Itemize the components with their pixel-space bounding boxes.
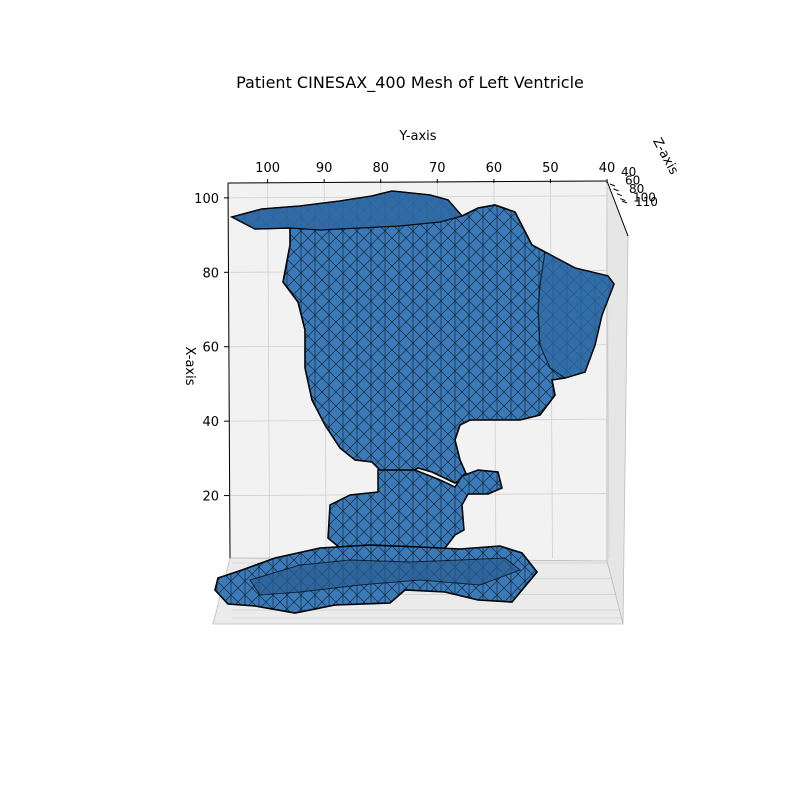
x-axis-label: X-axis — [182, 347, 197, 386]
x-tick-label: 60 — [202, 341, 219, 356]
y-tick-label: 90 — [316, 161, 333, 176]
mesh-right-lobe — [537, 251, 615, 379]
z-tick-mark — [616, 193, 623, 197]
axis-spines — [227, 180, 629, 559]
z-tick-label: 110 — [635, 195, 658, 209]
y-axis-label: Y-axis — [398, 129, 436, 144]
z-tick-mark — [621, 200, 628, 204]
mesh-base-ridge — [249, 557, 521, 596]
y-tick-label: 80 — [372, 161, 389, 176]
y-tick-label: 50 — [542, 161, 559, 176]
x-axis-ticks: 20 40 60 80 100 — [194, 192, 229, 505]
z-tick-label: 60 — [625, 174, 640, 188]
z-tick-mark — [620, 198, 626, 202]
x-tick-label: 20 — [202, 490, 219, 505]
z-tick-label: 100 — [633, 191, 656, 205]
ventricle-mesh — [214, 190, 615, 614]
y-tick-label: 40 — [599, 161, 616, 176]
z-tick-label: 80 — [629, 182, 644, 196]
mesh-neck — [327, 469, 503, 553]
mesh-top-rim — [230, 190, 464, 231]
y-axis-ticks: 100 90 80 70 60 50 40 — [255, 161, 615, 183]
y-tick-label: 60 — [486, 161, 503, 176]
y-tick-label: 100 — [255, 161, 280, 176]
x-tick-label: 40 — [202, 415, 219, 430]
side-pane — [606, 180, 629, 625]
y-axis-line — [227, 180, 608, 184]
chart-title: Patient CINESAX_400 Mesh of Left Ventric… — [236, 73, 584, 93]
y-gridline — [606, 182, 610, 559]
x-tick-label: 80 — [202, 266, 219, 281]
x-axis-line — [227, 182, 231, 559]
z-tick-mark — [609, 183, 616, 187]
z-tick-mark — [613, 188, 619, 192]
y-tick-label: 70 — [429, 161, 446, 176]
z-axis-line — [606, 180, 629, 237]
z-axis-label: Z-axis — [649, 135, 681, 177]
z-tick-label: 40 — [621, 165, 636, 179]
x-tick-label: 100 — [194, 192, 219, 207]
